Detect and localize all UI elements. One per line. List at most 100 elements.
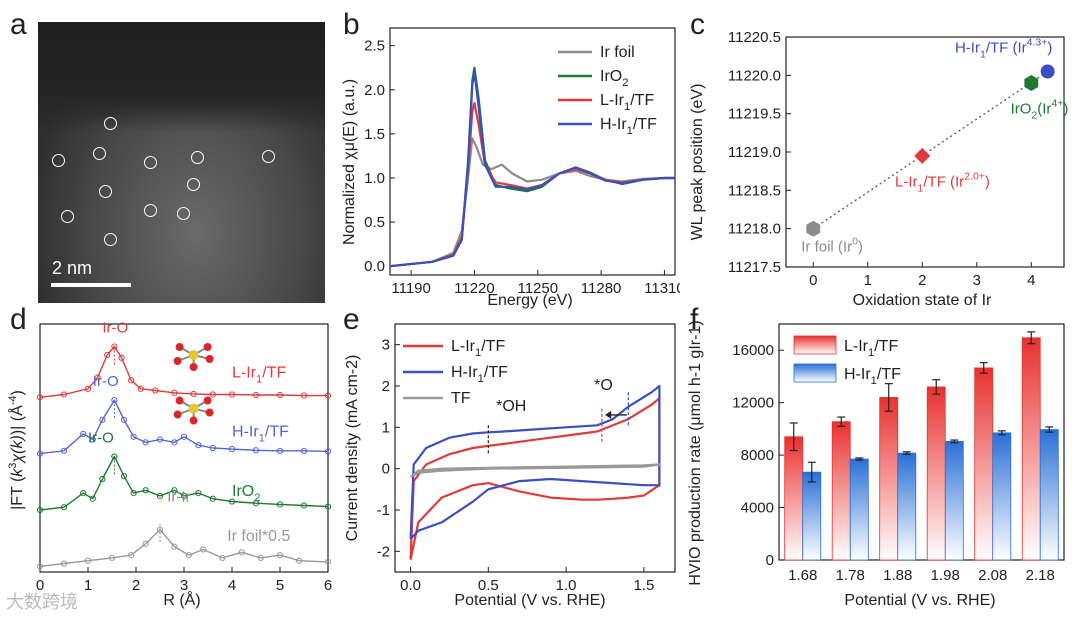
chart-d-xtick-label: 4 [228,577,236,594]
chart-d-series-h-ir1-tf-marker [228,446,236,453]
chart-d-series-ir-foil-0-5-marker [219,554,226,562]
chart-e-annotation-o: *O [594,377,613,394]
chart-c-ytick-label: 11220.5 [728,29,781,46]
chart-b-xlabel: Energy (eV) [487,292,572,309]
single-atom-marker [191,151,204,164]
chart-b-xtick-label: 11190 [391,280,431,297]
chart-d-structure-l [173,343,214,371]
chart-b-ytick-label: 1.5 [364,126,385,143]
chart-b-ytick-label: 2.5 [364,38,385,55]
chart-d-series-l-ir1-tf-marker [111,343,118,350]
chart-e-xlabel: Potential (V vs. RHE) [454,592,605,609]
molecule-o-atom [175,396,184,405]
chart-d-series-h-ir1-tf-marker [99,416,106,423]
chart-e-ylabel: Current density (mA cm-2) [344,355,361,542]
chart-d-series-iro2-marker [142,487,149,494]
chart-d-series-iro2-marker [252,500,260,507]
chart-c-ytick-label: 11219.0 [728,144,781,161]
chart-f-legend-l-ir1-tf: L-Ir1/TF [844,338,898,359]
chart-f-bar-h-ir1-tf [1039,429,1059,561]
chart-f-ytick-label: 16000 [732,342,774,359]
chart-b-legend-iro2: IrO2 [600,68,628,89]
molecule-o-atom [203,396,212,405]
chart-d-series-ir-foil-0-5-marker [296,557,303,564]
molecule-o-atom [205,355,214,363]
chart-d-series-l-ir1-tf-marker [84,385,92,392]
watermark: 大数跨境 [6,592,78,613]
chart-d-annotation-ir-o: Ir-O [88,429,114,446]
molecule-o-atom [189,363,198,371]
chart-e-ytick-label: 3 [382,337,390,354]
chart-d-series-l-ir1-tf-marker [36,394,44,401]
chart-d-xtick-label: 5 [276,577,284,594]
chart-b-xtick-label: 11220 [454,280,495,297]
chart-d-series-l-ir1-tf-marker [118,354,125,361]
chart-c-xtick-label: 0 [809,272,817,289]
chart-f-bar-l-ir1-tf [926,386,946,561]
single-atom-marker [104,117,117,130]
chart-e-frame [394,323,676,573]
chart-c-label-iro2-ir4: IrO2(Ir4+) [1011,98,1069,122]
chart-c-ytick-label: 11220.0 [728,67,781,84]
single-atom-marker [262,150,275,163]
chart-c: WL peak position (eV) Oxidation state of… [689,29,1069,309]
chart-f-bar-l-ir1-tf [974,367,994,561]
chart-d-series-l-ir1-tf-marker [137,385,144,392]
chart-f-xtick-label: 1.78 [836,567,865,584]
chart-c-label-l-ir1-tf-ir2-0: L-Ir1/TF (Ir2.0+) [895,171,990,195]
chart-f-ytick-label: 0 [766,552,774,569]
chart-d: |FT (k3χ(k))| (Å-4) R (Å) 0 1 2 3 4 5 6 Ir-O Ir-… [7,319,332,609]
chart-d-series-l-ir1-tf-marker [228,391,236,398]
chart-b-series-h-ir1-tf [389,70,675,268]
chart-c-xtick-label: 3 [973,272,981,289]
chart-f-bar-l-ir1-tf [831,421,851,561]
chart-d-series-l-ir1-tf-marker [128,377,135,384]
chart-d-series-iro2-marker [195,489,202,497]
chart-d-series-iro2-marker [209,495,216,502]
chart-d-label-h-ir1-tf: H-Ir1/TF [232,424,289,445]
chart-f-xtick-label: 1.88 [883,567,912,584]
chart-d-series-h-ir1-tf-marker [300,447,308,454]
chart-d-xtick-label: 0 [36,577,44,594]
chart-d-label-l-ir1-tf: L-Ir1/TF [232,365,286,386]
chart-e-legend-tf: TF [451,390,471,407]
molecule-o-atom [173,410,182,419]
chart-d-series-l-ir1-tf-marker [324,392,332,399]
molecule-o-atom [205,408,214,417]
chart-d-series-h-ir1-tf-marker [171,439,178,446]
chart-c-point-l-ir1-tf-ir2-0 [914,147,931,164]
chart-d-series-l-ir1-tf-marker [171,389,178,396]
panel-label-a: a [10,8,27,41]
chart-d-series-iro2-marker [300,502,308,509]
chart-d-series-iro2-marker [60,504,68,511]
chart-d-label-ir-foil-0-5: Ir foil*0.5 [227,528,290,545]
chart-f-ylabel: HVIO production rate (μmol h-1 gIr-1) [687,320,704,585]
chart-f-xtick-label: 2.18 [1026,567,1055,584]
chart-c-point-h-ir1-tf-ir4-3 [1040,64,1055,79]
chart-c-label-h-ir1-tf-ir4-3: H-Ir1/TF (Ir4.3+) [955,36,1052,60]
single-atom-marker [104,233,117,246]
chart-f-bar-h-ir1-tf [944,440,964,561]
chart-f-legend-swatch [793,363,837,383]
chart-d-series-ir-foil-0-5-marker [60,560,68,567]
chart-d-series-h-ir1-tf-marker [180,433,188,440]
chart-c-ylabel: WL peak position (eV) [689,84,706,241]
chart-c-ytick-label: 11217.5 [728,259,781,276]
chart-e-xtick-label: 0.5 [478,577,499,594]
chart-d-series-h-ir1-tf-marker [252,447,260,454]
chart-d-series-l-ir1-tf-marker [190,390,197,397]
chart-f-xlabel: Potential (V vs. RHE) [844,592,995,609]
chart-b: Normalized χμ(E) (a.u.) Energy (eV) 1119… [341,27,680,309]
chart-c-xtick-label: 4 [1027,272,1035,289]
chart-d-series-iro2 [39,455,329,511]
chart-d-series-iro2-marker [89,495,96,502]
chart-d-series-ir-foil-0-5-marker [36,563,44,570]
chart-d-series-l-ir1-tf-marker [94,374,101,381]
chart-f-xtick-label: 1.98 [931,567,960,584]
single-atom-marker [52,154,65,167]
chart-f-xtick-label: 2.08 [978,567,1007,584]
chart-b-ytick-label: 1.0 [364,170,385,187]
chart-d-series-h-ir1-tf-marker [130,433,137,440]
chart-f-bar-h-ir1-tf [897,452,917,561]
single-atom-marker [187,178,200,191]
